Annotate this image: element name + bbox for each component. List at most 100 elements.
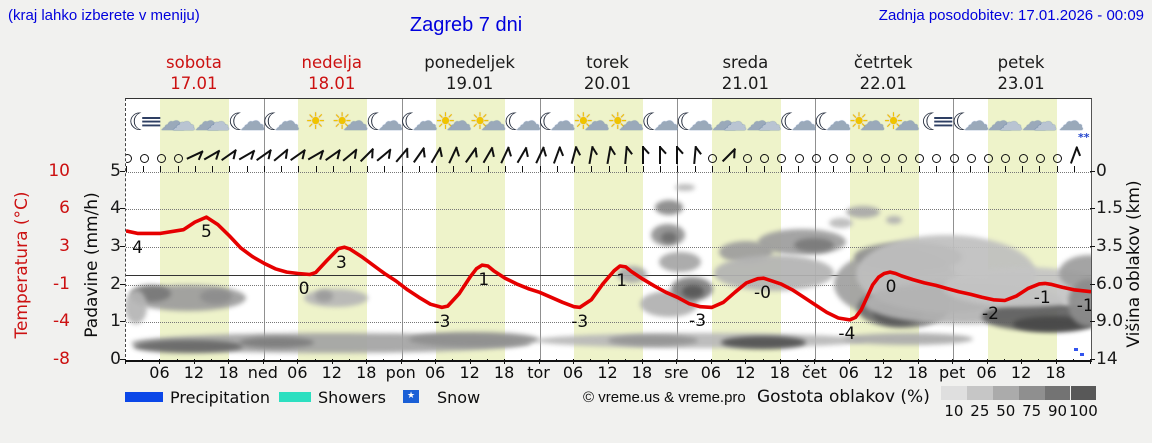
axis-tick (935, 165, 937, 172)
axis-tick (641, 359, 643, 364)
axis-tick (952, 359, 954, 364)
axis-tick (1090, 208, 1095, 210)
axis-tick (349, 359, 351, 362)
moon-glyph: ☾ (675, 108, 698, 136)
wind-calm-icon (932, 154, 942, 163)
showers-swatch (279, 392, 311, 402)
day-name: sobota (166, 53, 222, 72)
axis-tick (798, 165, 800, 172)
axis-tick (555, 359, 557, 362)
day-header-sreda: sreda 21.01 (676, 52, 814, 95)
cloud-density-blob (846, 206, 880, 218)
axis-tick (281, 165, 283, 172)
day-date: 18.01 (308, 74, 356, 94)
gridline-horizontal (126, 246, 1091, 248)
cloud-axis-tick-label: 0 (1096, 160, 1107, 181)
cloud-density-blob (409, 331, 539, 347)
axis-tick (814, 359, 816, 364)
axis-tick (591, 165, 593, 172)
axis-tick (120, 170, 125, 172)
moon-cloud-icon: ☾ ☁ (952, 101, 990, 143)
axis-tick (607, 359, 609, 364)
axis-tick (126, 165, 127, 172)
sun-glyph: ☀ (607, 108, 629, 135)
sun-glyph: ☀ (331, 108, 353, 135)
cloud-density-scale-cell (1044, 386, 1071, 400)
cloud-glyph: ☁ (273, 107, 300, 137)
x-axis-label: 18 (356, 363, 377, 382)
axis-tick (831, 359, 833, 362)
axis-tick (711, 165, 713, 172)
x-axis-label: 12 (735, 363, 756, 382)
wind-calm-icon (811, 154, 821, 163)
wind-calm-icon (760, 154, 770, 163)
axis-tick (280, 359, 282, 362)
temp-axis-tick-label: 10 (48, 160, 70, 181)
moon-cloud-icon: ☾ ☁ (779, 101, 817, 143)
x-axis-label: tor (527, 363, 550, 382)
temperature-value-label: 0 (885, 277, 897, 298)
axis-tick (469, 359, 471, 364)
cloudy-icon: ☁ ☁ (711, 101, 747, 143)
cloud-glyph: ☁ (986, 107, 1013, 137)
x-axis-label: 06 (424, 363, 446, 382)
cloud-density-blob (1013, 316, 1091, 332)
day-header-ponedeljek: ponedeljek 19.01 (401, 52, 539, 95)
day-header-petek: petek 23.01 (952, 52, 1090, 95)
showers-legend-label: Showers (318, 388, 386, 407)
snow-star-icon: ★ (406, 391, 416, 401)
axis-tick (624, 359, 626, 362)
x-axis-label: 18 (1045, 363, 1066, 382)
cloud-density-blob (843, 333, 973, 345)
cloud-density-blob (714, 255, 834, 291)
x-axis-label: 06 (700, 363, 722, 382)
axis-tick (779, 359, 781, 364)
moon-glyph: ☾ (227, 108, 250, 136)
x-axis-label: pon (385, 363, 416, 382)
cloud-glyph: ☁ (618, 107, 645, 137)
axis-tick (177, 165, 179, 172)
cloud-density-scale-label: 75 (1022, 402, 1042, 420)
temp-axis-tick-label: -8 (53, 348, 70, 369)
cloud-glyph: ☁ (893, 107, 920, 137)
sun-glyph: ☀ (883, 108, 904, 135)
precip-axis-tick-label: 2 (110, 273, 121, 294)
cloud-glyph: ☁ (194, 107, 221, 137)
copyright-link[interactable]: © vreme.us & vreme.pro (583, 389, 746, 406)
axis-tick (120, 321, 125, 323)
x-axis-label: čet (801, 363, 827, 382)
menu-hint-text: (kraj lahko izberete v meniju) (8, 7, 200, 24)
cloud-glyph: ☁ (745, 107, 772, 137)
axis-tick (1073, 165, 1075, 172)
wind-calm-icon (777, 154, 787, 163)
axis-tick (832, 165, 834, 172)
last-update-text: Zadnja posodobitev: 17.01.2026 - 00:09 (878, 7, 1144, 24)
temperature-value-label: -1 (1033, 288, 1051, 309)
axis-tick (677, 165, 679, 172)
moon-cloud-icon: ☾ ☁ (400, 101, 438, 143)
axis-tick (297, 359, 299, 364)
page-title: Zagreb 7 dni (409, 14, 523, 36)
cloud-density-scale-label: 25 (970, 402, 990, 420)
wind-calm-icon (126, 154, 132, 163)
axis-tick (194, 165, 196, 172)
axis-tick (229, 165, 231, 172)
sun-cloud-icon: ☀ ☁ (607, 101, 644, 143)
cloud-glyph: ☁ (377, 107, 404, 137)
fog-glyph: ≡ (138, 111, 164, 132)
axis-tick (212, 165, 214, 172)
axis-tick (918, 165, 920, 172)
axis-tick (246, 165, 248, 172)
axis-tick (142, 359, 144, 362)
axis-tick (746, 165, 748, 172)
cloudb-glyph: ☁ (757, 108, 782, 136)
axis-tick (262, 359, 264, 364)
precip-axis-tick-label: 3 (110, 235, 121, 256)
axis-tick (159, 359, 161, 364)
moon-glyph: ☾ (779, 108, 801, 136)
axis-tick (1003, 359, 1005, 362)
moon-glyph: ☾ (641, 108, 663, 136)
moon-cloud-icon: ☾ ☁ (504, 101, 542, 143)
axis-tick (987, 165, 989, 172)
